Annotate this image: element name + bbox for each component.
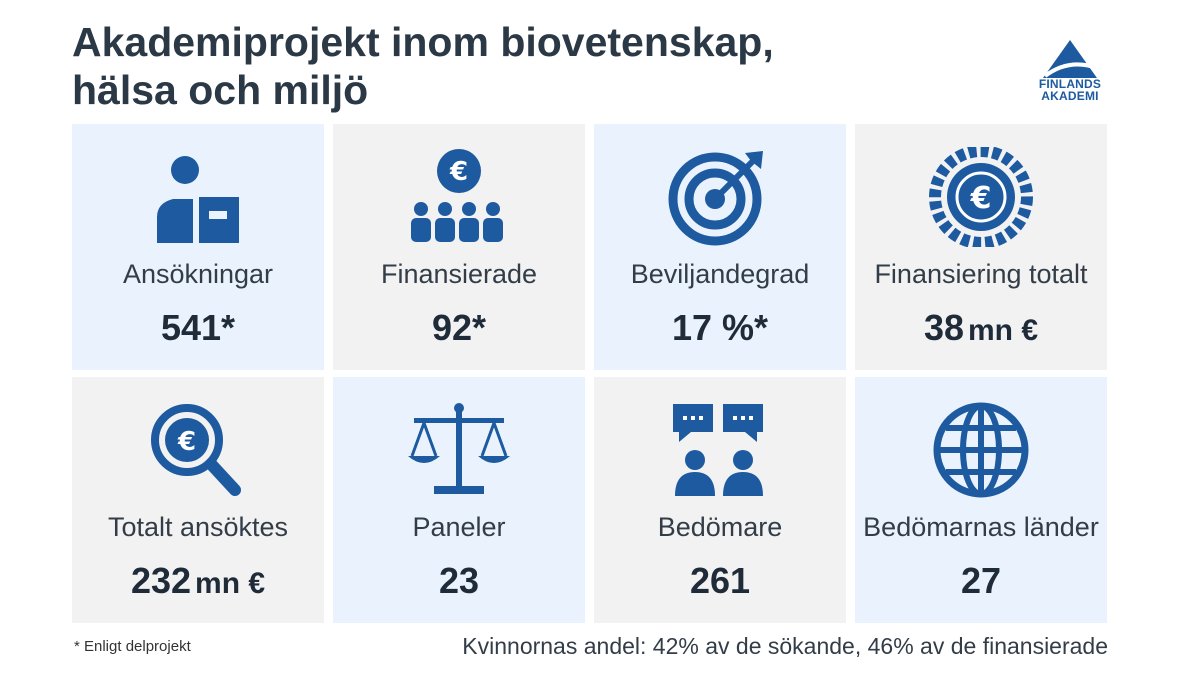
stat-value: 23 (438, 560, 480, 601)
euro-magnifier-icon: € (72, 395, 324, 505)
stat-label: Bedömare (657, 512, 783, 542)
scales-icon (333, 395, 585, 505)
stat-label: Finansiering totalt (874, 259, 1088, 289)
stat-label: Beviljandegrad (630, 259, 810, 289)
svg-text:€: € (449, 157, 468, 187)
logo-text-line-2: AKADEMI (1041, 89, 1099, 103)
stat-label: Ansökningar (122, 259, 274, 289)
svg-text:€: € (970, 181, 992, 216)
stat-value: 232 mn € (130, 560, 266, 601)
stat-value: 541* (160, 307, 236, 348)
stat-card-approval-rate: Beviljandegrad 17 %* (594, 124, 846, 370)
person-document-icon (72, 142, 324, 252)
stat-label: Paneler (412, 512, 506, 542)
stat-value: 92* (431, 307, 487, 348)
logo-text-line-1: FINLANDS (1038, 77, 1102, 91)
stat-label: Bedömarnas länder (863, 512, 1099, 542)
footnote: * Enligt delprojekt (74, 638, 191, 655)
target-icon (594, 142, 846, 252)
euro-group-icon: € (333, 142, 585, 252)
euro-coin-icon: € (855, 142, 1107, 252)
stat-card-total-funding: € Finansiering totalt 38 mn € (855, 124, 1107, 370)
stat-card-reviewer-countries: Bedömarnas länder 27 (855, 377, 1107, 623)
reviewers-chat-icon (594, 395, 846, 505)
title-line-1: Akademiprojekt inom biovetenskap, (72, 19, 774, 65)
women-share-note: Kvinnornas andel: 42% av de sökande, 46%… (462, 633, 1108, 659)
stat-card-total-applied: € Totalt ansöktes 232 mn € (72, 377, 324, 623)
stat-value: 17 %* (671, 307, 769, 348)
globe-icon (855, 395, 1107, 505)
title-line-2: hälsa och miljö (72, 67, 369, 113)
stat-card-panels: Paneler 23 (333, 377, 585, 623)
finlands-akademi-logo: FINLANDS AKADEMI (1028, 38, 1112, 102)
stat-label: Totalt ansöktes (107, 512, 289, 542)
stat-value: 38 mn € (923, 307, 1039, 348)
page-title: Akademiprojekt inom biovetenskap, hälsa … (72, 18, 774, 114)
stat-card-funded: € Finansierade 92* (333, 124, 585, 370)
svg-text:€: € (177, 427, 196, 457)
stat-card-applications: Ansökningar 541* (72, 124, 324, 370)
logo-triangle-icon (1043, 40, 1098, 78)
stat-card-reviewers: Bedömare 261 (594, 377, 846, 623)
stat-label: Finansierade (380, 259, 538, 289)
stat-value: 261 (689, 560, 751, 601)
stat-value: 27 (960, 560, 1002, 601)
